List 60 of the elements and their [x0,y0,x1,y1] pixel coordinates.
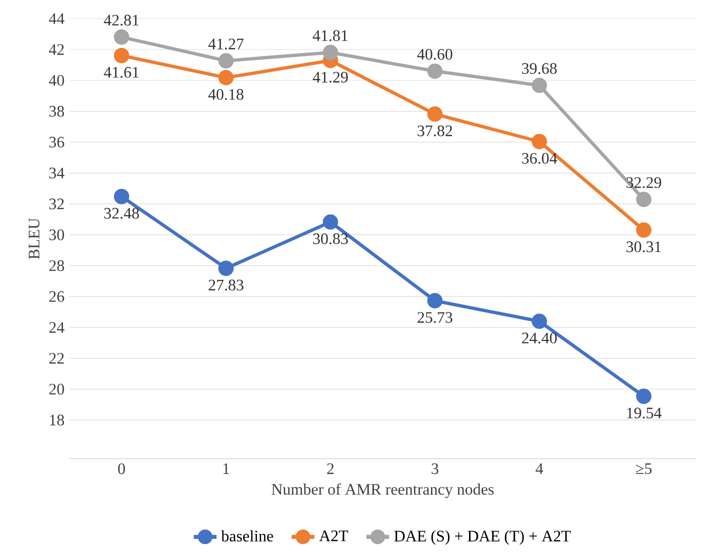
y-tick-label: 30 [49,229,64,240]
legend-label: A2T [319,530,348,542]
data-label: 36.04 [522,152,558,164]
y-tick-label: 34 [49,168,64,178]
point [636,388,652,404]
x-tick-label: 1 [223,463,230,474]
data-label: 41.27 [208,38,244,50]
data-label: 39.68 [522,63,557,74]
y-tick-label: 20 [49,384,64,395]
point [427,63,443,79]
point [322,214,338,230]
data-label: 41.29 [312,72,348,83]
point [114,29,130,45]
x-tick-label: 2 [327,463,334,474]
data-label: 30.83 [313,233,348,244]
point [427,293,443,308]
data-label: 25.73 [418,312,452,323]
data-label: 42.81 [104,14,139,26]
y-tick-label: 26 [49,291,64,302]
data-label: 40.60 [417,48,452,60]
x-tick-label: 4 [536,463,544,474]
point [322,44,338,60]
point [532,314,548,329]
y-tick-label: 44 [48,13,64,24]
point [636,222,652,238]
y-tick-label: 18 [50,414,64,426]
y-tick-label: 32 [49,198,64,210]
y-tick-label: 40 [48,75,64,86]
point [114,48,130,64]
data-label: 24.40 [522,332,557,344]
y-tick-label: 36 [49,136,64,148]
y-axis-title: BLEU [28,218,40,260]
y-tick-label: 38 [49,106,64,117]
point [218,53,234,68]
point [636,192,652,208]
y-tick-label: 28 [49,260,64,272]
data-label: 32.29 [626,177,662,188]
data-label: 27.83 [208,280,244,291]
y-tick-label: 24 [49,322,64,333]
point [114,188,130,204]
x-tick-label: ≥5 [636,463,652,474]
point [532,134,548,150]
point [218,70,234,86]
data-label: 41.81 [312,30,348,42]
x-tick-label: 3 [432,463,438,474]
point [532,78,548,94]
data-label: 40.18 [208,89,244,100]
y-tick-label: 42 [48,44,64,55]
data-label: 32.48 [104,208,139,219]
point [218,260,234,276]
x-axis-title: Number of AMR reentrancy nodes [272,483,494,498]
legend-label: baseline [221,530,274,542]
data-label: 41.61 [104,66,139,78]
data-label: 30.31 [626,241,661,252]
data-label: 19.54 [627,408,662,418]
data-label: 37.82 [418,125,452,136]
point [427,106,443,122]
x-tick-label: 0 [118,463,125,474]
y-tick-label: 22 [49,353,64,364]
legend-label: DAE (S) + DAE (T) + A2T [394,530,571,545]
